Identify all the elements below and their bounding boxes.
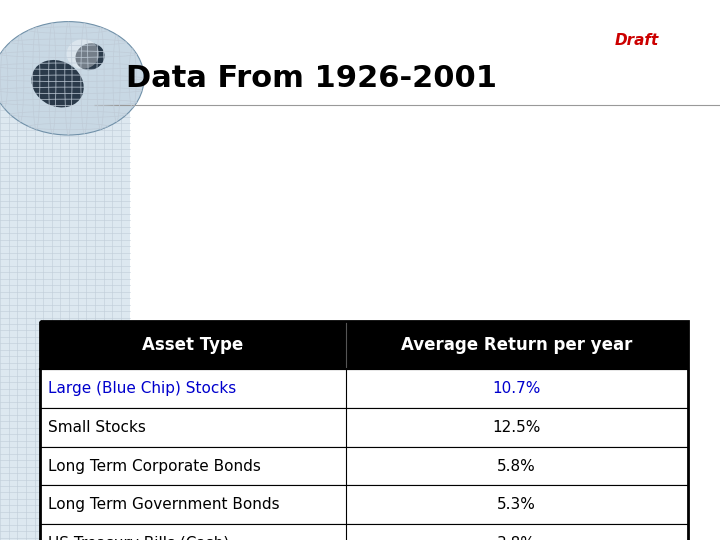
Bar <box>40 369 688 408</box>
Text: Long Term Government Bonds: Long Term Government Bonds <box>48 497 280 512</box>
Text: 3.8%: 3.8% <box>498 536 536 540</box>
Bar <box>40 321 688 540</box>
Text: 12.5%: 12.5% <box>492 420 541 435</box>
Ellipse shape <box>32 60 84 107</box>
Bar <box>0 97 130 540</box>
Ellipse shape <box>76 43 104 70</box>
Text: 5.8%: 5.8% <box>498 458 536 474</box>
Bar <box>40 408 688 447</box>
Text: Small Stocks: Small Stocks <box>48 420 146 435</box>
Circle shape <box>0 22 144 135</box>
Text: 10.7%: 10.7% <box>492 381 541 396</box>
Bar <box>40 524 688 540</box>
Text: Data From 1926-2001: Data From 1926-2001 <box>126 64 497 93</box>
Bar <box>40 321 688 369</box>
Bar <box>40 485 688 524</box>
Bar <box>40 447 688 485</box>
Text: Large (Blue Chip) Stocks: Large (Blue Chip) Stocks <box>48 381 236 396</box>
Text: Long Term Corporate Bonds: Long Term Corporate Bonds <box>48 458 261 474</box>
Text: Draft: Draft <box>615 33 660 48</box>
Text: Asset Type: Asset Type <box>142 336 243 354</box>
Text: US Treasury Bills (Cash): US Treasury Bills (Cash) <box>48 536 230 540</box>
Text: 5.3%: 5.3% <box>498 497 536 512</box>
Ellipse shape <box>66 39 99 69</box>
Text: Average Return per year: Average Return per year <box>401 336 632 354</box>
